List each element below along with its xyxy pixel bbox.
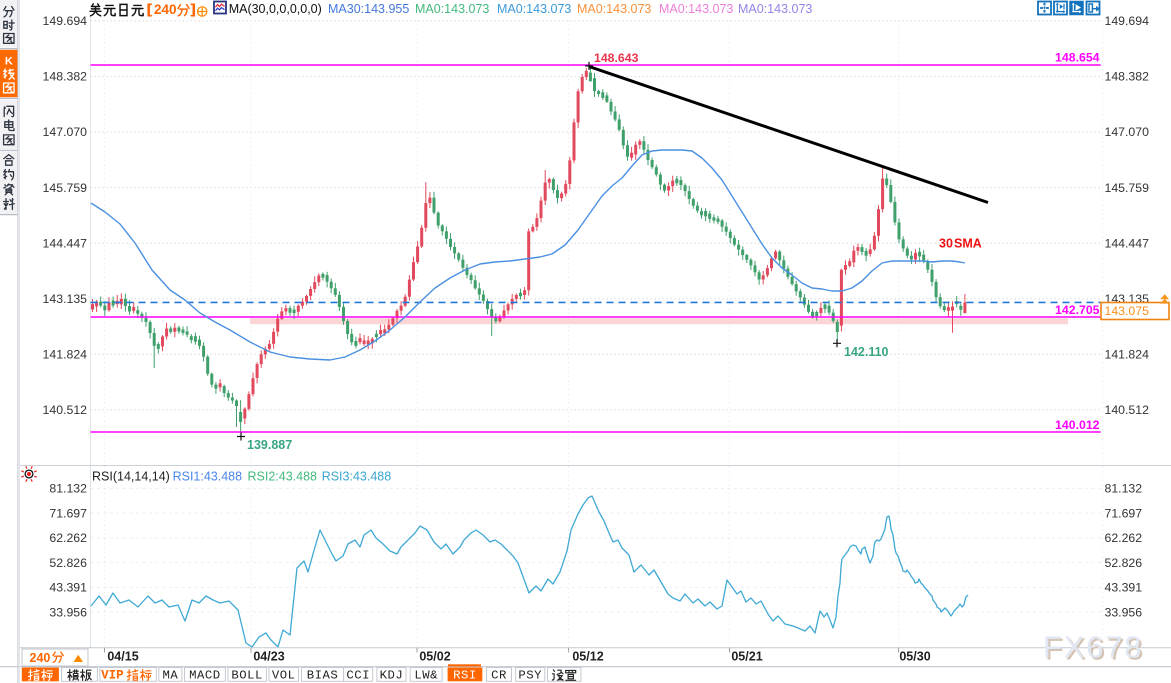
svg-text:FX678: FX678 bbox=[1043, 630, 1143, 665]
svg-text:140.512: 140.512 bbox=[1105, 403, 1150, 417]
svg-text:52.826: 52.826 bbox=[49, 556, 87, 570]
svg-text:05/12: 05/12 bbox=[572, 650, 603, 664]
svg-text:148.382: 148.382 bbox=[1105, 70, 1150, 84]
svg-text:30: 30 bbox=[939, 237, 953, 251]
svg-text:VOL: VOL bbox=[272, 668, 296, 682]
svg-text:VIP: VIP bbox=[101, 669, 124, 683]
svg-text:KDJ: KDJ bbox=[380, 668, 404, 682]
svg-text:04/23: 04/23 bbox=[253, 650, 284, 664]
svg-text:144.447: 144.447 bbox=[1105, 236, 1150, 250]
svg-text:43.391: 43.391 bbox=[49, 581, 87, 595]
svg-text:142.705: 142.705 bbox=[1055, 303, 1100, 317]
svg-text:K: K bbox=[5, 56, 13, 68]
svg-text:145.759: 145.759 bbox=[1105, 181, 1150, 195]
svg-text:MA(30,0,0,0,0,0): MA(30,0,0,0,0,0) bbox=[229, 2, 322, 16]
svg-text:05/21: 05/21 bbox=[731, 650, 762, 664]
svg-text:33.956: 33.956 bbox=[1105, 605, 1143, 619]
svg-text:RSI2:43.488: RSI2:43.488 bbox=[248, 470, 318, 484]
svg-text:CR: CR bbox=[491, 668, 507, 682]
svg-text:139.887: 139.887 bbox=[247, 438, 292, 452]
svg-text:81.132: 81.132 bbox=[1105, 482, 1143, 496]
svg-text:143.075: 143.075 bbox=[1105, 304, 1150, 318]
svg-text:MA0:143.073: MA0:143.073 bbox=[415, 2, 489, 16]
svg-text:145.759: 145.759 bbox=[43, 181, 88, 195]
svg-text:MA: MA bbox=[162, 668, 178, 682]
svg-text:MA30:143.955: MA30:143.955 bbox=[328, 2, 409, 16]
svg-text:144.447: 144.447 bbox=[43, 236, 88, 250]
svg-text:05/02: 05/02 bbox=[419, 650, 450, 664]
svg-text:62.262: 62.262 bbox=[49, 531, 87, 545]
svg-text:CCI: CCI bbox=[346, 668, 370, 682]
svg-text:71.697: 71.697 bbox=[1105, 506, 1143, 520]
svg-text:MA0:143.073: MA0:143.073 bbox=[659, 2, 733, 16]
svg-text:SMA: SMA bbox=[954, 237, 982, 251]
svg-text:149.694: 149.694 bbox=[1105, 14, 1150, 28]
svg-text:RSI(14,14,14): RSI(14,14,14) bbox=[92, 470, 170, 484]
svg-text:148.382: 148.382 bbox=[43, 70, 88, 84]
svg-text:MA0:143.073: MA0:143.073 bbox=[738, 2, 812, 16]
svg-text:BIAS: BIAS bbox=[307, 668, 339, 682]
svg-text:240: 240 bbox=[154, 2, 177, 17]
svg-text:52.826: 52.826 bbox=[1105, 556, 1143, 570]
svg-text:RSI1:43.488: RSI1:43.488 bbox=[173, 470, 243, 484]
svg-text:MA0:143.073: MA0:143.073 bbox=[497, 2, 571, 16]
svg-text:PSY: PSY bbox=[518, 668, 542, 682]
svg-text:BOLL: BOLL bbox=[231, 668, 263, 682]
svg-text:43.391: 43.391 bbox=[1105, 581, 1143, 595]
svg-text:LW&: LW& bbox=[414, 668, 438, 682]
svg-text:147.070: 147.070 bbox=[43, 125, 88, 139]
svg-text:MACD: MACD bbox=[189, 668, 221, 682]
svg-text:RSI3:43.488: RSI3:43.488 bbox=[322, 470, 392, 484]
svg-text:140.012: 140.012 bbox=[1055, 418, 1100, 432]
svg-text:149.694: 149.694 bbox=[43, 14, 88, 28]
svg-text:141.824: 141.824 bbox=[1105, 347, 1150, 361]
svg-text:147.070: 147.070 bbox=[1105, 125, 1150, 139]
svg-text:81.132: 81.132 bbox=[49, 482, 87, 496]
svg-text:240: 240 bbox=[30, 651, 51, 665]
svg-text:148.654: 148.654 bbox=[1055, 51, 1100, 65]
svg-text:04/15: 04/15 bbox=[107, 650, 138, 664]
svg-text:143.135: 143.135 bbox=[43, 292, 88, 306]
svg-text:148.643: 148.643 bbox=[594, 51, 639, 65]
svg-text:62.262: 62.262 bbox=[1105, 531, 1143, 545]
svg-text:33.956: 33.956 bbox=[49, 605, 87, 619]
svg-text:05/30: 05/30 bbox=[899, 650, 930, 664]
svg-text:FX678: FX678 bbox=[1045, 632, 1145, 667]
svg-text:142.110: 142.110 bbox=[844, 345, 889, 359]
svg-text:RSI: RSI bbox=[453, 668, 477, 682]
svg-text:141.824: 141.824 bbox=[43, 347, 88, 361]
svg-text:71.697: 71.697 bbox=[49, 506, 87, 520]
svg-text:MA0:143.073: MA0:143.073 bbox=[577, 2, 651, 16]
svg-text:140.512: 140.512 bbox=[43, 403, 88, 417]
